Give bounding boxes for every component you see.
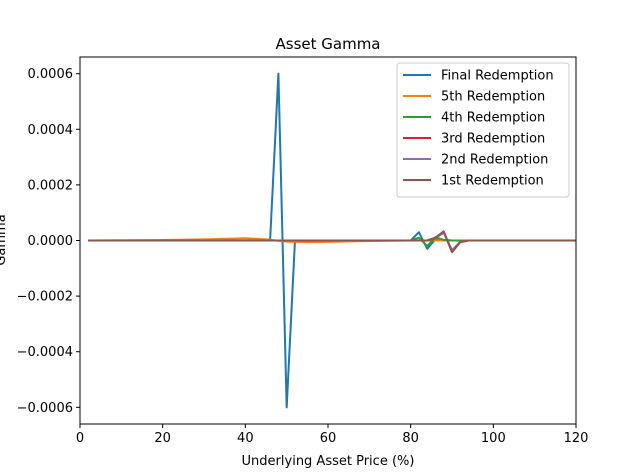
x-tick-label: 40 — [237, 431, 254, 446]
x-tick-label: 100 — [481, 431, 506, 446]
legend-entry: 3rd Redemption — [441, 132, 545, 147]
y-tick-label: 0.0002 — [28, 178, 74, 193]
y-tick-label: 0.0006 — [28, 67, 74, 82]
x-tick-label: 60 — [320, 431, 337, 446]
legend-entry: 1st Redemption — [441, 174, 544, 189]
chart-title: Asset Gamma — [276, 35, 381, 53]
series-line-6 — [88, 230, 576, 254]
legend-entry: 4th Redemption — [441, 111, 545, 126]
legend-box — [396, 62, 570, 198]
series-layer — [88, 72, 576, 409]
y-tick-label: −0.0006 — [17, 401, 73, 416]
y-tick-label: 0.0004 — [28, 123, 74, 138]
y-tick-label: −0.0004 — [17, 345, 73, 360]
y-axis-label: Gamma — [0, 214, 9, 265]
x-axis: 0 20 40 60 80 100 120 — [76, 424, 589, 446]
x-tick-label: 0 — [76, 431, 84, 446]
x-tick-label: 80 — [402, 431, 419, 446]
x-tick-label: 20 — [154, 431, 171, 446]
legend: Final Redemption 5th Redemption 4th Redemp… — [396, 62, 570, 198]
y-axis: −0.0006 −0.0004 −0.0002 0.0000 0.0002 0.0004 0… — [17, 67, 80, 416]
legend-entry: 2nd Redemption — [441, 153, 548, 168]
legend-entry: 5th Redemption — [441, 90, 545, 105]
x-axis-label: Underlying Asset Price (%) — [242, 454, 415, 469]
legend-entry: Final Redemption — [441, 69, 554, 84]
y-tick-label: −0.0002 — [17, 290, 73, 305]
y-tick-label: 0.0000 — [28, 234, 74, 249]
x-tick-label: 120 — [564, 431, 589, 446]
